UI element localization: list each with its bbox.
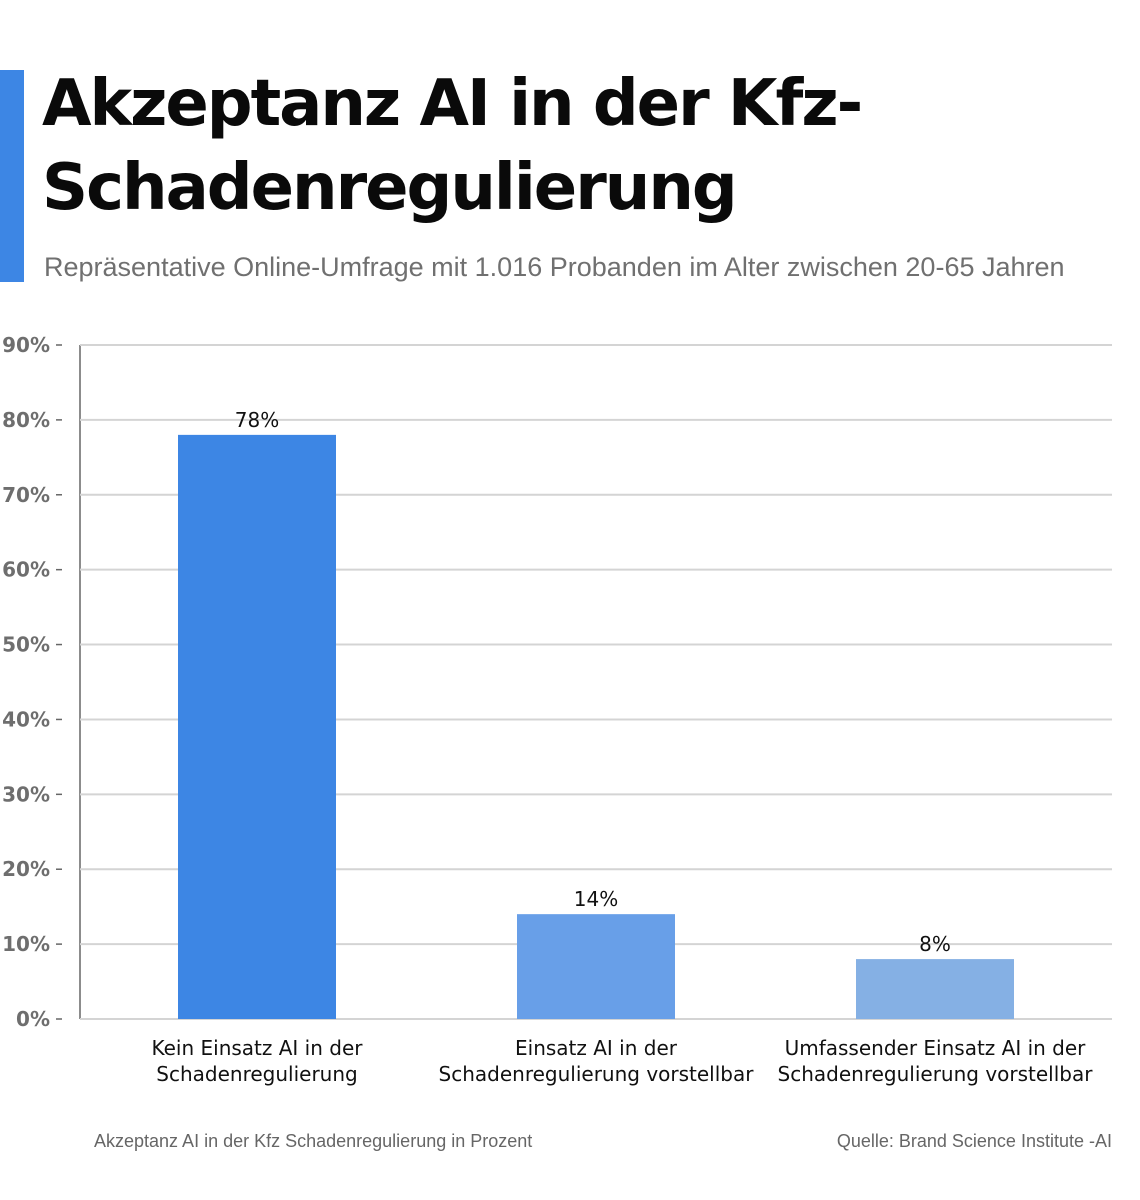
bar-chart: 0% 10% 20% 30% 40% 50% 60% 70% 80% 90% 78% Kein Ei…	[2, 333, 1112, 1086]
y-tick-label: 0%	[16, 1007, 50, 1031]
y-tick-label: 70%	[2, 483, 50, 507]
bar-value-label: 78%	[235, 408, 279, 432]
bar	[178, 434, 336, 1019]
y-tick-label: 10%	[2, 932, 50, 956]
chart-title: Akzeptanz AI in der Kfz-Schadenregulieru…	[42, 67, 863, 225]
bar	[517, 914, 675, 1019]
y-tick-label: 60%	[2, 558, 50, 582]
y-tick-label: 90%	[2, 333, 50, 357]
x-category-label: Schadenregulierung vorstellbar	[439, 1062, 755, 1086]
x-category-label: Kein Einsatz AI in der	[151, 1036, 363, 1060]
y-tick-label: 50%	[2, 633, 50, 657]
chart-caption: Akzeptanz AI in der Kfz Schadenregulieru…	[94, 1131, 533, 1151]
y-tick-label: 40%	[2, 707, 50, 731]
x-category-label: Einsatz AI in der	[515, 1036, 678, 1060]
bar	[856, 959, 1014, 1019]
y-tick-label: 30%	[2, 782, 50, 806]
x-category-label: Schadenregulierung	[156, 1062, 357, 1086]
x-category-label: Schadenregulierung vorstellbar	[778, 1062, 1094, 1086]
bar-value-label: 8%	[919, 932, 951, 956]
x-category-label: Umfassender Einsatz AI in der	[785, 1036, 1087, 1060]
bar-value-label: 14%	[574, 887, 618, 911]
y-tick-label: 20%	[2, 857, 50, 881]
chart-subtitle: Repräsentative Online-Umfrage mit 1.016 …	[44, 252, 1065, 282]
y-tick-label: 80%	[2, 408, 50, 432]
source-note: Quelle: Brand Science Institute -AI	[836, 1131, 1112, 1151]
title-accent-bar	[0, 70, 24, 282]
